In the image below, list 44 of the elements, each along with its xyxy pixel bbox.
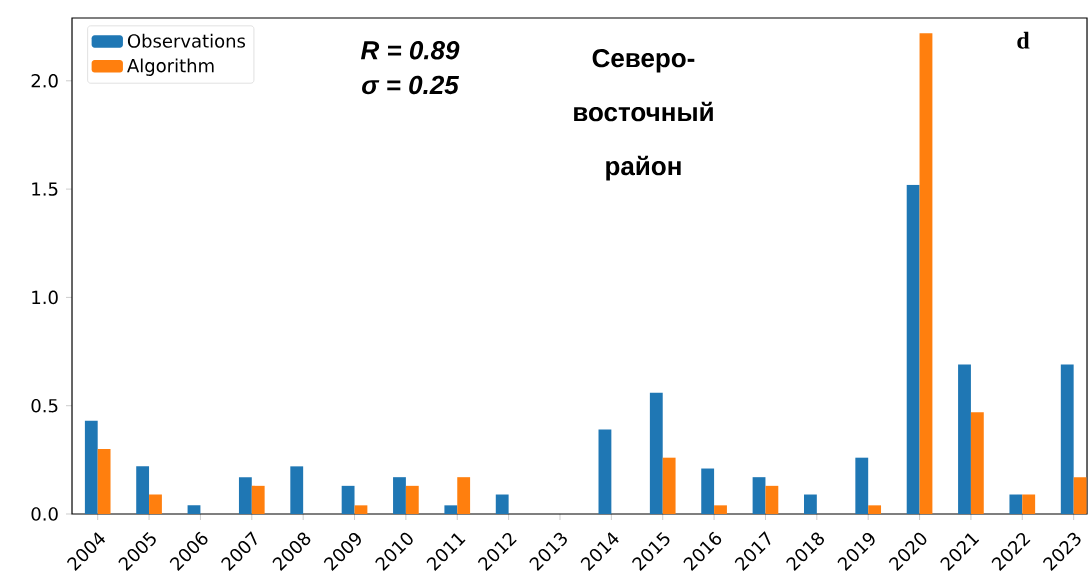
text: Северо-восточный район: [574, 48, 713, 181]
legend-label: Algorithm: [127, 58, 214, 76]
y-tick-label: 1.5: [32, 182, 58, 196]
annotation: R = 0.89: [360, 41, 460, 60]
bar: [906, 184, 920, 514]
bar: [136, 466, 150, 514]
bar: [803, 494, 817, 514]
bar: [868, 505, 882, 514]
bar: [714, 505, 727, 514]
bar: [444, 505, 458, 514]
bar: [187, 505, 201, 514]
bar: [84, 420, 98, 514]
bar: [1073, 477, 1087, 514]
bar: [765, 485, 779, 514]
bar: [1009, 494, 1023, 514]
bar: [662, 457, 676, 514]
bar: [149, 494, 162, 514]
bar: [393, 477, 406, 514]
bar: [238, 477, 252, 514]
legend-label: Observations: [127, 33, 246, 48]
bar: [598, 429, 612, 514]
bar: [97, 449, 111, 514]
bar: [649, 392, 663, 514]
bar: [457, 477, 471, 514]
bar: [855, 457, 869, 514]
bar: [341, 485, 355, 514]
y-tick-label: 0.5: [31, 398, 58, 413]
bar: [495, 494, 509, 514]
bar: [752, 477, 766, 514]
annotation: σ = 0.25: [362, 75, 460, 95]
y-tick-label: 0.0: [31, 507, 58, 521]
bar: [919, 33, 933, 514]
bar: [354, 505, 368, 514]
bar: [290, 466, 304, 514]
y-tick-label: 1.0: [32, 290, 58, 305]
bar: [1060, 364, 1074, 514]
bar: [970, 412, 984, 514]
y-tick-label: 2.0: [31, 74, 58, 88]
bar: [701, 468, 715, 514]
annotation: d: [1017, 31, 1030, 49]
bar: [251, 485, 265, 514]
bar: [405, 485, 419, 514]
bar: [958, 364, 971, 514]
bar: [1022, 494, 1036, 514]
